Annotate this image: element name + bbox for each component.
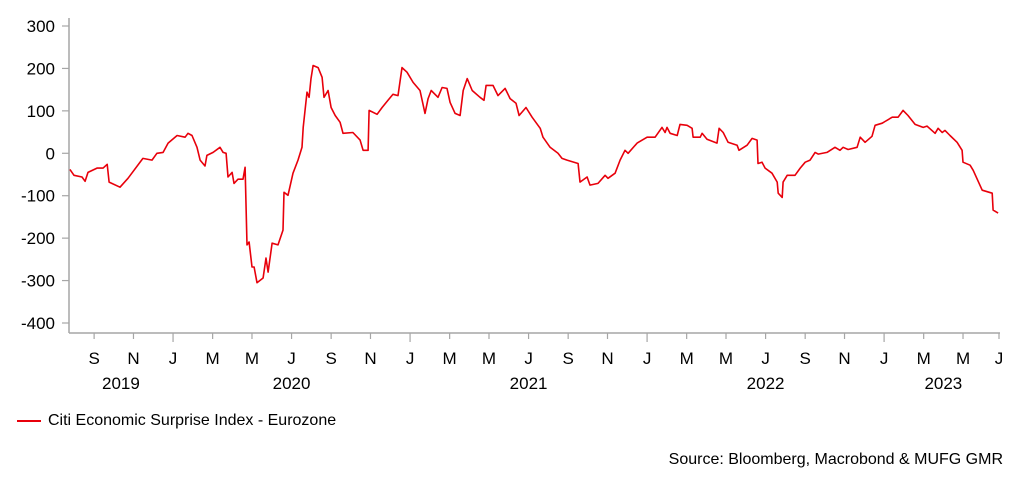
y-tick-label: 200 xyxy=(27,59,55,78)
x-tick-label: J xyxy=(880,349,889,368)
y-tick-label: -200 xyxy=(21,229,55,248)
x-year-label: 2020 xyxy=(273,374,311,393)
x-tick-label: J xyxy=(524,349,533,368)
x-tick-label: J xyxy=(169,349,178,368)
x-axis: S N J M M J S N J M M J S N J M M J S N J M M J 2019 2020 2021 2022… xyxy=(69,332,1004,393)
x-tick-label: J xyxy=(643,349,652,368)
y-tick-label: -100 xyxy=(21,187,55,206)
x-year-label: 2023 xyxy=(924,374,962,393)
x-tick-label: N xyxy=(364,349,376,368)
x-tick-label: S xyxy=(562,349,573,368)
x-tick-label: M xyxy=(206,349,220,368)
x-tick-label: M xyxy=(443,349,457,368)
x-tick-label: M xyxy=(917,349,931,368)
y-tick-label: 300 xyxy=(27,17,55,36)
x-tick-label: S xyxy=(800,349,811,368)
x-tick-label: M xyxy=(956,349,970,368)
series-line-eurozone xyxy=(69,64,999,284)
x-tick-label: S xyxy=(88,349,99,368)
y-axis: 300 200 100 0 -100 -200 -300 -400 xyxy=(21,17,70,333)
y-tick-label: -400 xyxy=(21,314,55,333)
x-tick-label: N xyxy=(838,349,850,368)
x-tick-label: N xyxy=(127,349,139,368)
x-tick-label: S xyxy=(325,349,336,368)
source-note: Source: Bloomberg, Macrobond & MUFG GMR xyxy=(668,451,1003,468)
legend: Citi Economic Surprise Index - Eurozone xyxy=(17,412,336,430)
x-tick-label: M xyxy=(482,349,496,368)
y-tick-label: 0 xyxy=(46,144,55,163)
x-tick-label: M xyxy=(719,349,733,368)
x-year-label: 2019 xyxy=(102,374,140,393)
x-tick-label: M xyxy=(245,349,259,368)
x-year-label: 2022 xyxy=(747,374,785,393)
x-tick-label: N xyxy=(601,349,613,368)
x-tick-label: J xyxy=(995,349,1004,368)
x-tick-label: J xyxy=(406,349,415,368)
x-tick-label: J xyxy=(761,349,770,368)
y-tick-label: 100 xyxy=(27,102,55,121)
x-year-label: 2021 xyxy=(510,374,548,393)
y-tick-label: -300 xyxy=(21,272,55,291)
series-layer xyxy=(69,64,999,284)
x-tick-label: J xyxy=(287,349,296,368)
legend-swatch-eurozone xyxy=(17,420,41,422)
x-tick-label: M xyxy=(680,349,694,368)
legend-label-eurozone: Citi Economic Surprise Index - Eurozone xyxy=(48,412,337,429)
